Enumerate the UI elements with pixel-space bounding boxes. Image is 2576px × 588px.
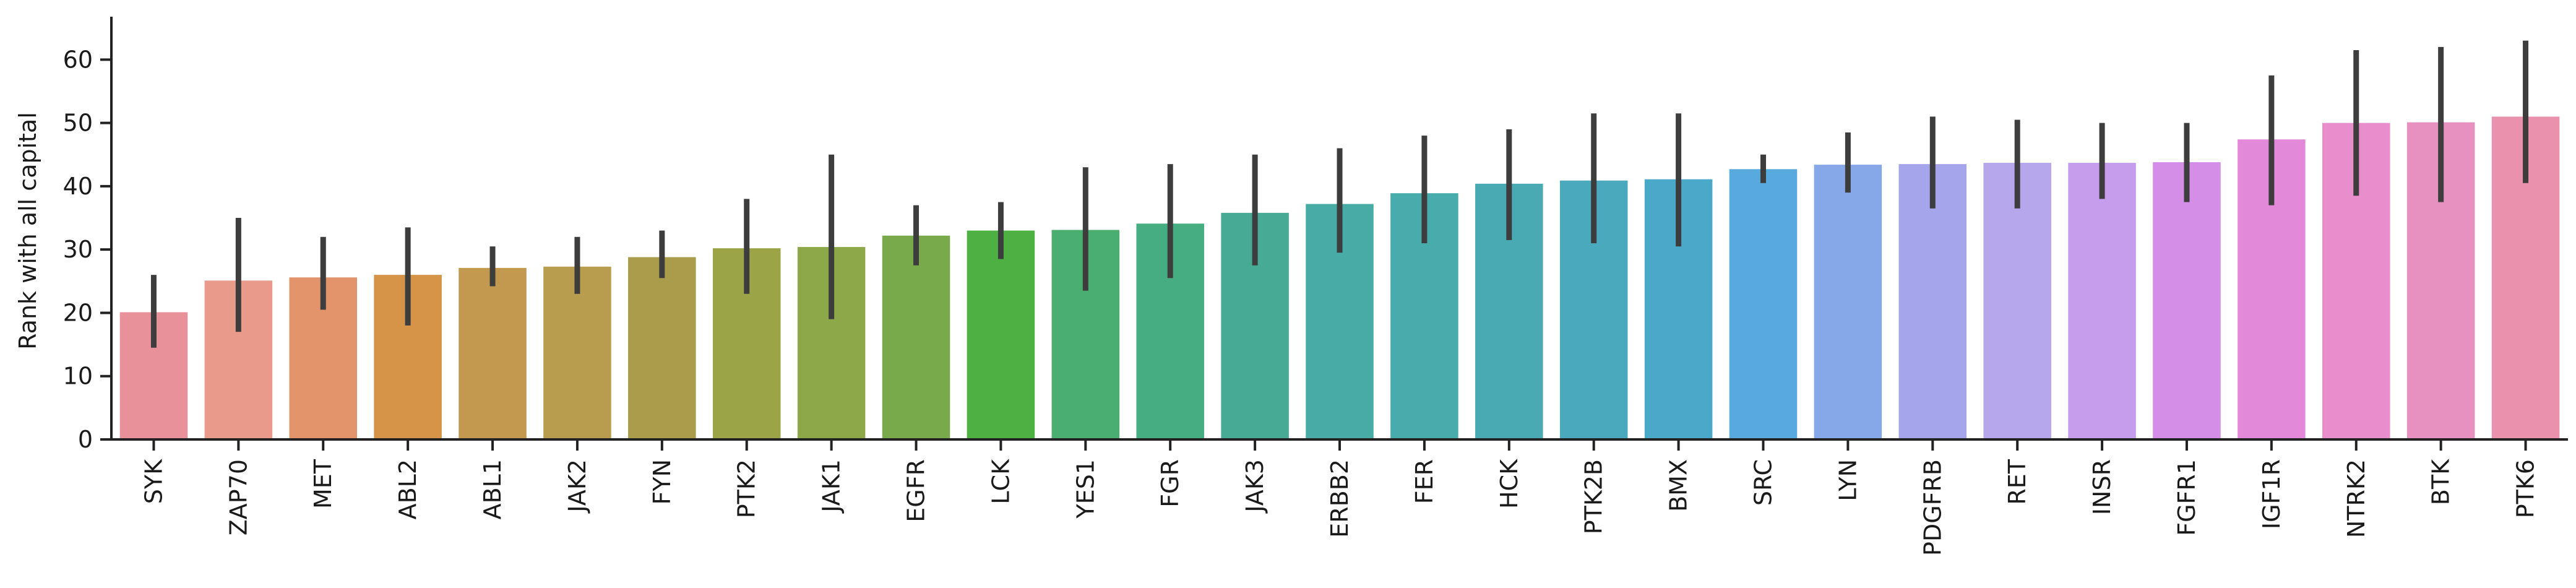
y-tick-label: 20 [63, 299, 93, 326]
bar-egfr [882, 235, 950, 439]
x-tick-label: PTK2 [733, 459, 760, 518]
y-axis-label: Rank with all capital [14, 112, 41, 350]
x-tick-label: YES1 [1072, 459, 1099, 519]
x-tick-label: ZAP70 [225, 459, 252, 535]
x-tick-label: SYK [140, 459, 167, 504]
x-tick-label: HCK [1496, 459, 1523, 509]
x-tick-label: BMX [1665, 459, 1692, 512]
x-tick-label: PTK2B [1580, 459, 1608, 534]
x-tick-label: ABL1 [479, 459, 506, 519]
x-tick-label: JAK1 [818, 459, 845, 514]
y-tick-label: 60 [63, 46, 93, 73]
y-tick-label: 40 [63, 173, 93, 200]
x-tick-label: RET [2004, 459, 2031, 504]
x-tick-label: MET [309, 459, 337, 509]
x-tick-label: FGR [1157, 459, 1184, 508]
x-tick-label: BTK [2427, 459, 2455, 505]
y-tick-label: 30 [63, 236, 93, 263]
bar-lyn [1814, 165, 1882, 439]
x-tick-label: JAK2 [564, 459, 591, 514]
y-tick-label: 50 [63, 110, 93, 137]
x-tick-label: ABL2 [394, 459, 421, 519]
bar-fgfr1 [2153, 162, 2221, 439]
x-tick-label: LYN [1834, 459, 1861, 501]
bar-fyn [628, 257, 696, 439]
bar-lck [967, 230, 1035, 439]
y-axis: 0 10 20 30 40 50 60 [63, 46, 111, 453]
x-tick-label: INSR [2088, 459, 2116, 515]
x-tick-label: NTRK2 [2343, 459, 2370, 538]
x-tick-label: LCK [987, 459, 1014, 504]
x-tick-label: PTK6 [2512, 459, 2539, 518]
bar-insr [2068, 163, 2136, 439]
x-tick-label: FYN [648, 459, 676, 505]
x-tick-label: ERBB2 [1326, 459, 1353, 538]
bar-src [1729, 169, 1798, 439]
x-tick-label: JAK3 [1241, 459, 1269, 514]
bar-jak2 [543, 266, 611, 439]
x-tick-label: FGFR1 [2173, 459, 2200, 536]
bar-ret [1983, 163, 2051, 439]
x-tick-label: SRC [1749, 459, 1777, 506]
error-bars-group [150, 40, 2529, 348]
x-axis: SYK ZAP70 MET ABL2 ABL1 JAK2 FYN PTK2 JAK1 EGFR LC… [140, 439, 2539, 556]
x-tick-label: FER [1411, 459, 1438, 504]
y-tick-label: 0 [78, 426, 93, 453]
x-tick-label: PDGFRB [1919, 459, 1946, 556]
bar-pdgfrb [1898, 164, 1967, 439]
x-tick-label: IGF1R [2258, 459, 2285, 529]
y-tick-label: 10 [63, 363, 93, 390]
x-tick-label: EGFR [903, 459, 930, 522]
bar-abl1 [459, 267, 527, 439]
